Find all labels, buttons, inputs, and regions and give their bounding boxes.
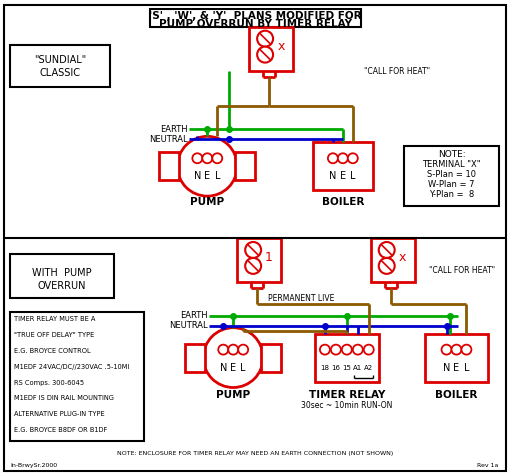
Circle shape [212,153,222,163]
Circle shape [202,153,212,163]
Text: E.G. BROYCE B8DF OR B1DF: E.G. BROYCE B8DF OR B1DF [14,427,107,433]
Circle shape [353,345,363,355]
Circle shape [245,258,261,274]
Text: NOTE: ENCLOSURE FOR TIMER RELAY MAY NEED AN EARTH CONNECTION (NOT SHOWN): NOTE: ENCLOSURE FOR TIMER RELAY MAY NEED… [117,451,393,456]
Bar [371,238,415,282]
Bar [237,238,281,282]
Circle shape [320,345,330,355]
Text: Rev 1a: Rev 1a [477,463,498,468]
Circle shape [379,242,395,258]
Text: PUMP: PUMP [190,197,224,207]
Text: WITH  PUMP: WITH PUMP [32,268,92,278]
Text: EARTH: EARTH [180,311,207,320]
Text: M1EDF IS DIN RAIL MOUNTING: M1EDF IS DIN RAIL MOUNTING [14,396,114,401]
Text: TIMER RELAY MUST BE A: TIMER RELAY MUST BE A [14,316,95,322]
Text: E: E [454,363,460,373]
Text: E: E [230,363,236,373]
Text: N: N [329,171,336,181]
Text: N: N [220,363,227,373]
Text: A2: A2 [364,365,373,371]
Text: TIMER RELAY: TIMER RELAY [309,390,385,400]
Text: RS Comps. 300-6045: RS Comps. 300-6045 [14,379,84,386]
Bar [249,27,293,70]
Text: EARTH: EARTH [160,125,187,134]
Text: BOILER: BOILER [435,390,478,400]
Text: E: E [204,171,210,181]
Text: 1: 1 [265,251,273,265]
Bar [150,9,361,27]
Text: PERMANENT LIVE: PERMANENT LIVE [268,294,334,303]
Text: M1EDF 24VAC/DC//230VAC .5-10MI: M1EDF 24VAC/DC//230VAC .5-10MI [14,364,129,369]
Bar [235,152,255,180]
Text: L: L [464,363,469,373]
Text: BOILER: BOILER [322,197,364,207]
Bar [10,312,143,441]
Text: TERMINAL "X": TERMINAL "X" [422,160,481,169]
Circle shape [379,258,395,274]
Text: N: N [194,171,201,181]
Circle shape [364,345,374,355]
Text: E: E [340,171,346,181]
Bar [424,334,488,382]
Text: NEUTRAL: NEUTRAL [149,135,187,144]
Text: L: L [350,171,355,181]
Circle shape [228,345,238,355]
Text: "CALL FOR HEAT": "CALL FOR HEAT" [364,67,430,76]
Bar [261,344,281,372]
Text: OVERRUN: OVERRUN [37,281,86,291]
Text: A1: A1 [353,365,362,371]
Circle shape [328,153,338,163]
Text: PUMP: PUMP [216,390,250,400]
Text: S-Plan = 10: S-Plan = 10 [427,170,476,178]
Text: "TRUE OFF DELAY" TYPE: "TRUE OFF DELAY" TYPE [14,332,94,337]
Circle shape [218,345,228,355]
Bar [185,344,205,372]
Bar [315,334,379,382]
Circle shape [441,345,452,355]
Text: E.G. BROYCE CONTROL: E.G. BROYCE CONTROL [14,347,91,354]
Bar [313,142,373,190]
Text: W-Plan = 7: W-Plan = 7 [428,179,475,188]
Bar [10,45,110,87]
Circle shape [452,345,461,355]
Circle shape [342,345,352,355]
Text: PUMP OVERRUN BY TIMER RELAY: PUMP OVERRUN BY TIMER RELAY [159,19,352,29]
Text: L: L [241,363,246,373]
Circle shape [193,153,202,163]
Text: "SUNDIAL": "SUNDIAL" [34,55,86,65]
Text: x: x [399,251,407,265]
Text: In-BrwySr.2000: In-BrwySr.2000 [10,463,57,468]
Text: 30sec ~ 10min RUN-ON: 30sec ~ 10min RUN-ON [301,401,393,410]
Text: CLASSIC: CLASSIC [39,68,80,78]
Text: L: L [215,171,220,181]
Text: "CALL FOR HEAT": "CALL FOR HEAT" [429,267,495,276]
Circle shape [331,345,341,355]
Text: 18: 18 [321,365,329,371]
Text: x: x [278,40,285,53]
Text: ALTERNATIVE PLUG-IN TYPE: ALTERNATIVE PLUG-IN TYPE [14,411,104,417]
Text: NEUTRAL: NEUTRAL [168,321,207,330]
Text: N: N [443,363,450,373]
Circle shape [177,136,237,196]
Circle shape [348,153,358,163]
Circle shape [245,242,261,258]
Circle shape [257,30,273,47]
Text: 'S' , 'W', & 'Y'  PLANS MODIFIED FOR: 'S' , 'W', & 'Y' PLANS MODIFIED FOR [149,11,361,21]
Bar [10,254,114,298]
Bar [403,146,499,206]
Text: 16: 16 [331,365,340,371]
Circle shape [461,345,472,355]
Circle shape [203,327,263,387]
Circle shape [238,345,248,355]
Circle shape [257,47,273,62]
Text: 15: 15 [343,365,351,371]
Bar [159,152,179,180]
Circle shape [338,153,348,163]
Text: NOTE:: NOTE: [438,150,465,159]
Text: Y-Plan =  8: Y-Plan = 8 [429,189,474,198]
